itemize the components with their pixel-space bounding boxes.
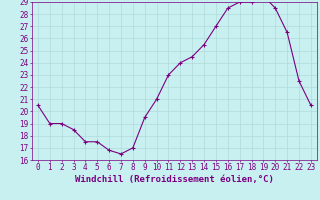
- X-axis label: Windchill (Refroidissement éolien,°C): Windchill (Refroidissement éolien,°C): [75, 175, 274, 184]
